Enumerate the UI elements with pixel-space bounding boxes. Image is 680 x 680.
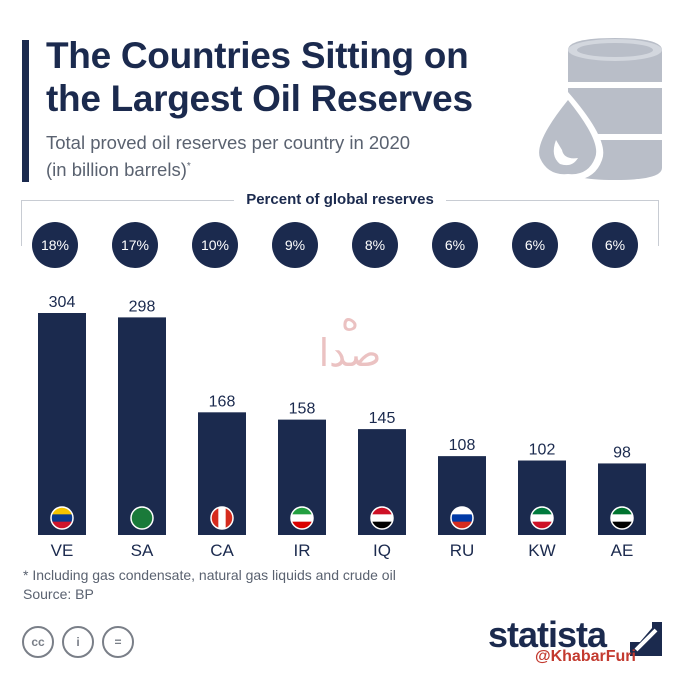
chart-title: The Countries Sitting on the Largest Oil… <box>46 34 536 120</box>
value-label-ae: 98 <box>613 444 631 461</box>
percent-badge-ae: 6% <box>592 222 638 268</box>
subtitle-asterisk: * <box>186 161 191 172</box>
cc-icon[interactable]: cc <box>22 626 54 658</box>
flag-ae-icon <box>610 506 634 530</box>
statista-mark-icon <box>630 622 662 656</box>
flag-iq-icon <box>370 506 394 530</box>
watermark-text-top: ه <box>341 299 359 339</box>
bar-sa <box>118 317 166 535</box>
watermark-logo: ه صدا <box>319 299 382 372</box>
subtitle-line-2: (in billion barrels)* <box>46 155 526 182</box>
category-label-ir: IR <box>294 541 311 560</box>
value-label-iq: 145 <box>369 410 396 427</box>
flag-ru-icon <box>450 506 474 530</box>
attribution-person-icon[interactable]: i <box>62 626 94 658</box>
statista-logo[interactable]: statista <box>488 614 607 655</box>
flag-sa-icon <box>130 506 154 530</box>
flag-kw-icon <box>530 506 554 530</box>
percent-badge-ve: 18% <box>32 222 78 268</box>
percent-badge-iq: 8% <box>352 222 398 268</box>
percent-header: Percent of global reserves <box>0 191 680 208</box>
flag-ca-icon <box>210 506 234 530</box>
percent-badge-ir: 9% <box>272 222 318 268</box>
percent-badge-kw: 6% <box>512 222 558 268</box>
footnote: * Including gas condensate, natural gas … <box>23 567 396 583</box>
source-note: Source: BP <box>23 586 94 602</box>
percent-header-text: Percent of global reserves <box>234 191 446 208</box>
bar-ve <box>38 313 86 535</box>
title-line-1: The Countries Sitting on <box>46 35 469 76</box>
title-line-2: the Largest Oil Reserves <box>46 78 473 119</box>
category-label-sa: SA <box>131 541 154 560</box>
value-label-ve: 304 <box>49 294 76 311</box>
category-label-iq: IQ <box>373 541 391 560</box>
watermark-text: صدا <box>319 331 382 372</box>
percent-badge-ru: 6% <box>432 222 478 268</box>
oil-barrel-icon <box>531 38 662 180</box>
percent-badge-ca: 10% <box>192 222 238 268</box>
category-label-ru: RU <box>450 541 475 560</box>
flag-ve-icon <box>50 506 74 530</box>
value-label-ca: 168 <box>209 393 236 410</box>
social-handle: @KhabarFuri <box>535 648 636 665</box>
subtitle-line-2-text: (in billion barrels) <box>46 159 187 181</box>
category-label-ae: AE <box>611 541 634 560</box>
flag-ir-icon <box>290 506 314 530</box>
value-label-ru: 108 <box>449 437 476 454</box>
category-label-kw: KW <box>528 541 555 560</box>
category-label-ca: CA <box>210 541 234 560</box>
value-label-kw: 102 <box>529 442 556 459</box>
subtitle-line-1: Total proved oil reserves per country in… <box>46 132 411 153</box>
license-icons: cc i = <box>22 626 134 658</box>
value-label-ir: 158 <box>289 401 316 418</box>
chart-subtitle: Total proved oil reserves per country in… <box>46 131 526 182</box>
no-derivatives-icon[interactable]: = <box>102 626 134 658</box>
title-accent-bar <box>22 40 29 182</box>
category-label-ve: VE <box>51 541 74 560</box>
value-label-sa: 298 <box>129 298 156 315</box>
percent-badge-sa: 17% <box>112 222 158 268</box>
